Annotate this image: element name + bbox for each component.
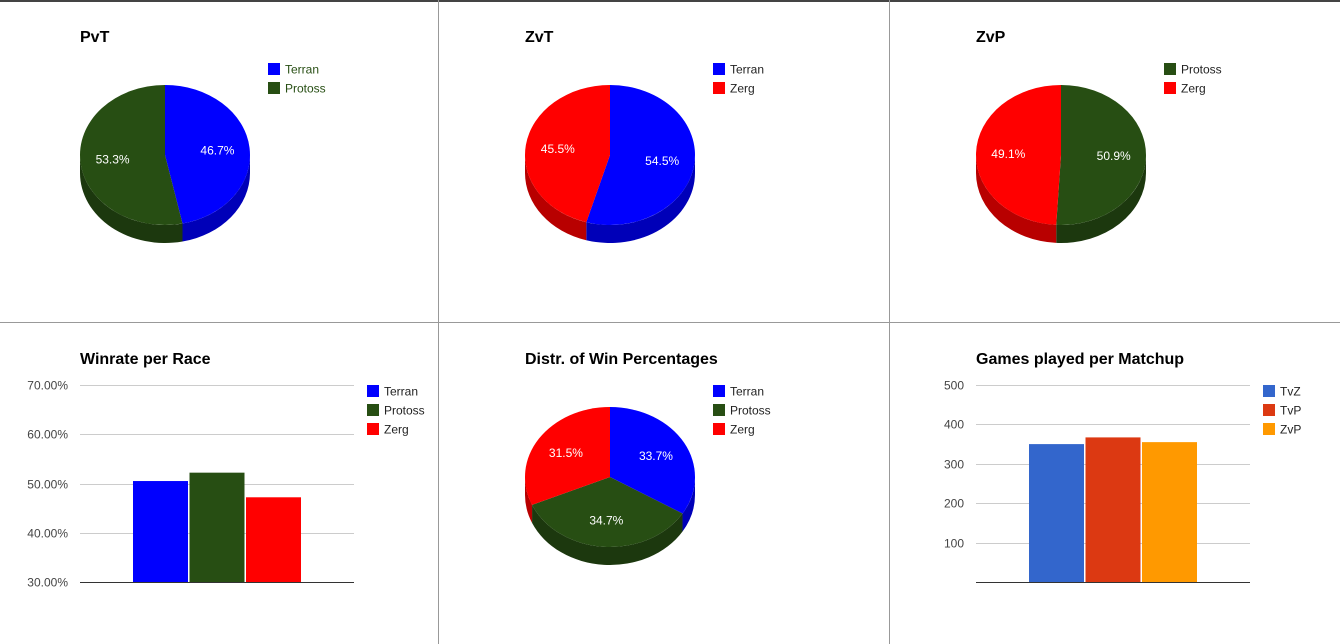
zvp-pie-chart: ZvP 50.9% 49.1% Protoss Zerg	[976, 29, 1222, 243]
legend-swatch	[268, 63, 280, 75]
legend-swatch	[1263, 385, 1275, 397]
chart-title: ZvP	[976, 29, 1006, 46]
legend-swatch	[1164, 82, 1176, 94]
pie-slice-protoss[interactable]	[1056, 85, 1146, 225]
legend-label: Zerg	[384, 423, 409, 437]
bar-protoss[interactable]	[189, 472, 245, 582]
legend-label: Terran	[730, 385, 764, 399]
pie-slice-side	[182, 155, 250, 242]
pie-slice-side	[976, 155, 1057, 243]
legend-swatch	[713, 423, 725, 435]
legend-swatch	[367, 385, 379, 397]
legend-label: Zerg	[730, 423, 755, 437]
legend-label: Protoss	[285, 82, 326, 96]
legend-label: Terran	[285, 63, 319, 77]
chart-title: PvT	[80, 29, 110, 46]
bar-zvp[interactable]	[1142, 442, 1197, 582]
y-tick-label: 300	[944, 458, 964, 472]
legend-swatch	[367, 404, 379, 416]
legend-label: Terran	[730, 63, 764, 77]
legend-swatch	[1263, 423, 1275, 435]
pie-slice-protoss[interactable]	[79, 85, 183, 225]
legend-label: ZvP	[1280, 423, 1301, 437]
legend-label: Zerg	[1181, 82, 1206, 96]
legend-swatch	[713, 404, 725, 416]
pie-slice-zerg[interactable]	[976, 85, 1061, 225]
pie-data-label: 49.1%	[991, 147, 1025, 161]
bar-zerg[interactable]	[246, 497, 301, 582]
legend-label: Protoss	[384, 404, 425, 418]
chart-title: Winrate per Race	[80, 351, 211, 368]
legend-label: TvZ	[1280, 385, 1301, 399]
pie-data-label: 46.7%	[200, 144, 234, 158]
legend-label: Zerg	[730, 82, 755, 96]
pvt-pie-chart: PvT 46.7% 53.3% Terran Protoss	[79, 29, 326, 243]
pie-slice-zerg[interactable]	[525, 85, 610, 223]
legend-swatch	[713, 63, 725, 75]
pie-slice-side	[1056, 155, 1146, 243]
bar-terran[interactable]	[133, 481, 188, 582]
legend-swatch	[1263, 404, 1275, 416]
y-tick-label: 30.00%	[27, 576, 68, 590]
zvt-pie-chart: ZvT 54.5% 45.5% Terran Zerg	[525, 29, 764, 243]
legend-label: TvP	[1280, 404, 1301, 418]
legend-swatch	[713, 385, 725, 397]
pie-slice-terran[interactable]	[165, 85, 250, 224]
bar-tvp[interactable]	[1085, 437, 1141, 582]
y-tick-label: 100	[944, 537, 964, 551]
legend-swatch	[367, 423, 379, 435]
winrate-bar-chart: Winrate per Race 30.00% 40.00% 50.00% 60.00…	[27, 351, 424, 590]
pie-slice-terran[interactable]	[586, 85, 695, 225]
legend-label: Protoss	[1181, 63, 1222, 77]
chart-title: ZvT	[525, 29, 554, 46]
pie-data-label: 33.7%	[639, 449, 673, 463]
pie-slice-side	[682, 477, 695, 532]
pie-data-label: 45.5%	[541, 142, 575, 156]
y-tick-label: 400	[944, 418, 964, 432]
chart-title: Distr. of Win Percentages	[525, 351, 718, 368]
y-tick-label: 500	[944, 379, 964, 393]
legend-label: Protoss	[730, 404, 771, 418]
pie-data-label: 31.5%	[549, 446, 583, 460]
legend-swatch	[713, 82, 725, 94]
pie-slice-terran[interactable]	[610, 407, 695, 514]
pie-data-label: 53.3%	[96, 152, 130, 166]
bar-tvz[interactable]	[1029, 444, 1084, 582]
games-per-matchup-bar-chart: Games played per Matchup 100 200 300 400 500…	[944, 351, 1301, 583]
win-distribution-pie-chart: Distr. of Win Percentages 33.7% 34.7% 31.5…	[525, 351, 771, 565]
y-tick-label: 70.00%	[27, 379, 68, 393]
pie-slice-side	[525, 477, 533, 523]
legend-swatch	[1164, 63, 1176, 75]
pie-slice-protoss[interactable]	[532, 477, 683, 547]
pie-slice-side	[586, 155, 695, 243]
y-tick-label: 200	[944, 497, 964, 511]
pie-slice-side	[532, 504, 683, 565]
pie-data-label: 50.9%	[1097, 149, 1131, 163]
y-tick-label: 50.00%	[27, 478, 68, 492]
pie-slice-zerg[interactable]	[525, 407, 610, 505]
legend-swatch	[268, 82, 280, 94]
pie-slice-side	[525, 155, 587, 241]
pie-data-label: 54.5%	[645, 154, 679, 168]
pie-data-label: 34.7%	[589, 513, 623, 527]
chart-title: Games played per Matchup	[976, 351, 1184, 368]
pie-slice-side	[80, 155, 183, 243]
y-tick-label: 40.00%	[27, 527, 68, 541]
legend-label: Terran	[384, 385, 418, 399]
y-tick-label: 60.00%	[27, 428, 68, 442]
